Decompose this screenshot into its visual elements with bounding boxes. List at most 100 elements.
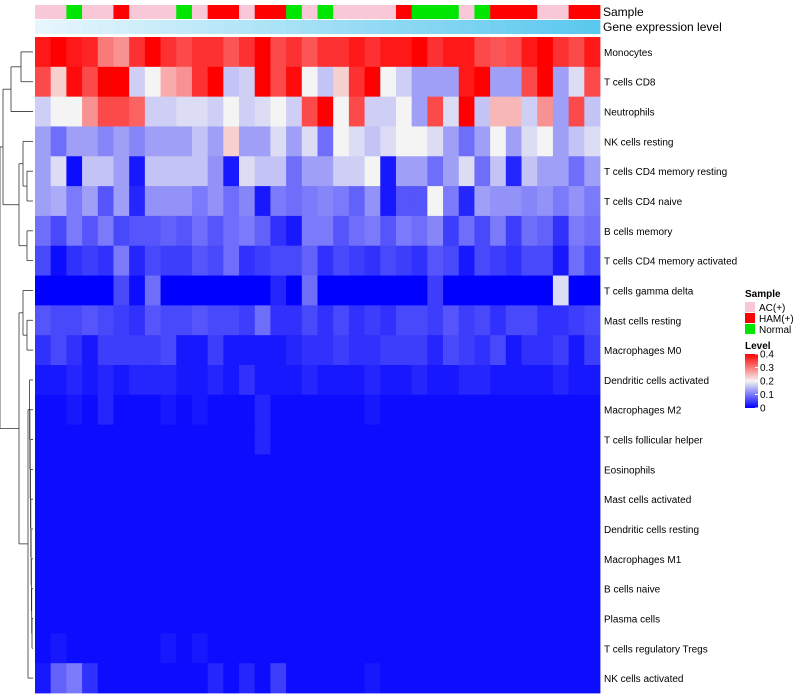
heatmap-cell: [286, 573, 303, 604]
heatmap-cell: [254, 573, 271, 604]
heatmap-cell: [521, 96, 538, 127]
heatmap-cell: [160, 484, 177, 515]
row-label: T cells gamma delta: [604, 287, 694, 298]
legend: Sample AC(+)HAM(+)Normal Level 0.4 0.3 0.2…: [745, 289, 794, 415]
heatmap-cell: [490, 454, 507, 485]
gene-expression-annotation-cell: [82, 20, 99, 34]
heatmap-cell: [239, 365, 256, 396]
heatmap-cell: [317, 275, 334, 306]
heatmap-cell: [113, 633, 130, 664]
heatmap-cell: [521, 245, 538, 276]
heatmap-cell: [364, 365, 381, 396]
heatmap-cell: [317, 37, 334, 68]
heatmap-cell: [348, 633, 365, 664]
heatmap-cell: [427, 215, 444, 247]
heatmap-cell: [458, 96, 475, 127]
heatmap-cell: [223, 275, 240, 306]
heatmap-cell: [239, 126, 256, 157]
heatmap-cell: [239, 663, 256, 694]
legend-sample-title: Sample: [745, 289, 781, 300]
heatmap-cell: [584, 156, 601, 187]
heatmap-cell: [160, 394, 177, 426]
heatmap-cell: [458, 424, 475, 455]
heatmap-cell: [66, 394, 83, 426]
heatmap-cell: [66, 573, 83, 604]
heatmap-cell: [50, 454, 67, 485]
heatmap-cell: [82, 633, 99, 664]
heatmap-cell: [395, 454, 413, 485]
heatmap-cell: [97, 126, 114, 157]
heatmap-cell: [191, 573, 209, 604]
heatmap-cell: [395, 186, 413, 217]
row-label: T cells CD4 memory activated: [604, 257, 737, 268]
heatmap-cell: [113, 275, 130, 306]
heatmap-cell: [505, 275, 522, 306]
heatmap-cell: [223, 394, 240, 426]
heatmap-cell: [568, 305, 585, 336]
heatmap-cell: [458, 365, 475, 396]
heatmap-cell: [254, 126, 271, 157]
heatmap-cell: [97, 543, 114, 575]
heatmap-cell: [568, 245, 585, 276]
heatmap-cell: [584, 484, 601, 515]
heatmap-cell: [317, 66, 334, 98]
heatmap-cell: [521, 484, 538, 515]
heatmap-cell: [50, 275, 67, 306]
gene-expression-annotation-cell: [270, 20, 287, 34]
heatmap-cell: [537, 126, 554, 157]
heatmap-cell: [537, 275, 554, 306]
heatmap-cell: [270, 156, 287, 187]
heatmap-cell: [348, 126, 365, 157]
heatmap-cell: [333, 543, 350, 575]
sample-annotation-cell: [458, 5, 475, 19]
gene-expression-annotation-cell: [364, 20, 381, 34]
heatmap-cell: [113, 66, 130, 98]
heatmap-cell: [427, 424, 444, 455]
heatmap-cell: [333, 484, 350, 515]
gene-expression-annotation-cell: [474, 20, 491, 34]
gene-expression-annotation-cell: [584, 20, 601, 34]
heatmap-cell: [521, 215, 538, 247]
heatmap-cell: [443, 186, 460, 217]
heatmap-cell: [35, 215, 52, 247]
heatmap-cell: [270, 394, 287, 426]
heatmap-cell: [223, 335, 240, 366]
heatmap-cell: [82, 573, 99, 604]
heatmap-cell: [301, 603, 318, 634]
heatmap-cell: [411, 663, 428, 694]
heatmap-cell: [395, 126, 413, 157]
heatmap-cell: [521, 275, 538, 306]
heatmap-cell: [286, 37, 303, 68]
sample-annotation-cell: [176, 5, 193, 19]
heatmap-cell: [458, 215, 475, 247]
heatmap-cell: [317, 96, 334, 127]
row-label: Macrophages M2: [604, 406, 682, 417]
heatmap-cell: [270, 245, 287, 276]
gene-expression-annotation-cell: [458, 20, 475, 34]
heatmap-cell: [348, 37, 365, 68]
heatmap-cell: [364, 275, 381, 306]
heatmap-cell: [505, 394, 522, 426]
heatmap-cell: [333, 365, 350, 396]
heatmap-cell: [191, 186, 209, 217]
heatmap-cell: [348, 543, 365, 575]
heatmap-cell: [160, 514, 177, 545]
heatmap-cell: [223, 126, 240, 157]
heatmap-cell: [254, 186, 271, 217]
heatmap-cell: [317, 365, 334, 396]
heatmap-cell: [191, 305, 209, 336]
heatmap-cell: [286, 215, 303, 247]
heatmap-cell: [129, 573, 146, 604]
sample-annotation-cell: [301, 5, 318, 19]
annotation-label-gene-expression: Gene expression level: [603, 20, 722, 34]
heatmap-cell: [82, 663, 99, 694]
heatmap-cell: [160, 633, 177, 664]
heatmap-cell: [270, 514, 287, 545]
heatmap-cell: [348, 394, 365, 426]
heatmap-cell: [411, 156, 428, 187]
heatmap-cell: [568, 663, 585, 694]
heatmap-cell: [286, 66, 303, 98]
heatmap-cell: [568, 66, 585, 98]
heatmap-cell: [490, 305, 507, 336]
heatmap-cell: [207, 335, 224, 366]
